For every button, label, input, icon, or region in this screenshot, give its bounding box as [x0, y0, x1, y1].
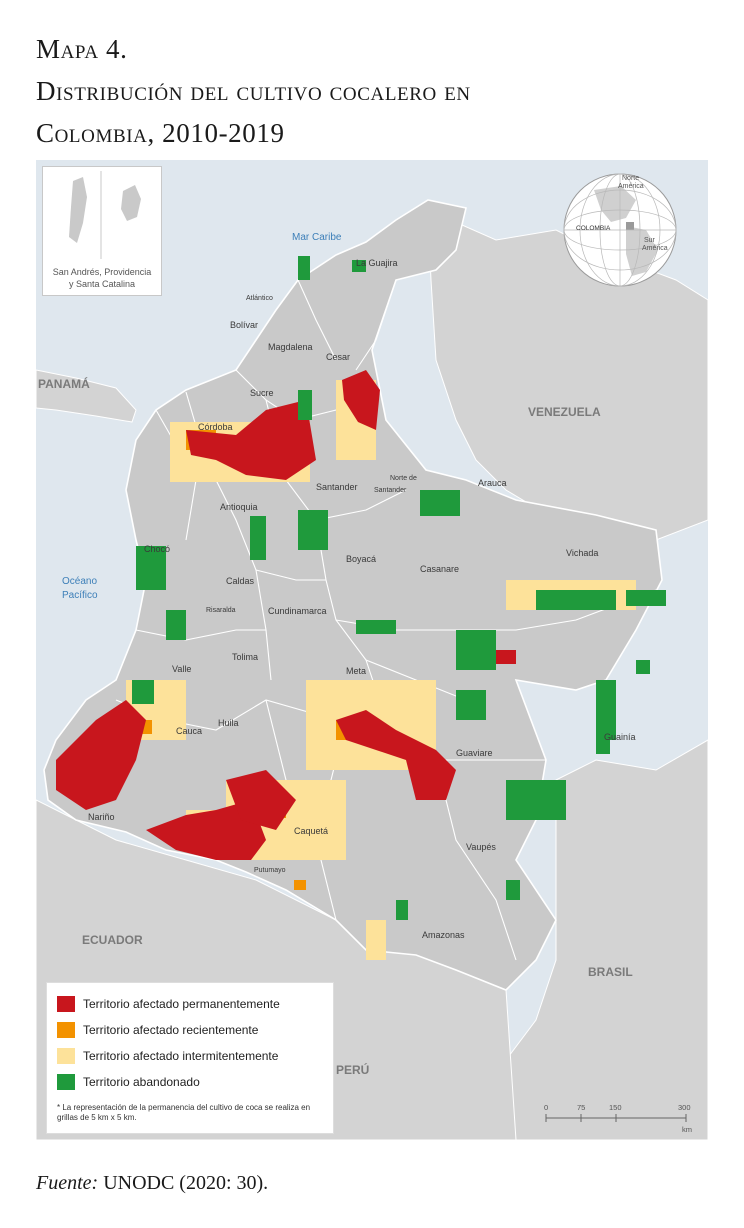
san-andres-inset: San Andrés, Providencia y Santa Catalina — [42, 166, 162, 296]
dept-label: Vaupés — [466, 842, 496, 852]
scale-tick: 75 — [577, 1103, 585, 1112]
sea-label-caribe: Mar Caribe — [292, 232, 342, 243]
country-label-brasil: BRASIL — [588, 965, 633, 979]
dept-label: Cundinamarca — [268, 606, 327, 616]
sea-label-pacifico: Pacífico — [62, 590, 98, 601]
legend-label: Territorio afectado recientemente — [83, 1023, 259, 1037]
dept-label: Atlántico — [246, 295, 273, 302]
dept-label: La Guajira — [356, 258, 398, 268]
dept-label: Valle — [172, 664, 191, 674]
dept-label: Caldas — [226, 576, 255, 586]
dept-label: Caquetá — [294, 826, 328, 836]
dept-label: Santander — [316, 482, 358, 492]
map-title: Mapa 4. Distribución del cultivo cocaler… — [36, 28, 716, 154]
legend-note: * La representación de la permanencia de… — [57, 1103, 311, 1122]
dept-label: Cauca — [176, 726, 202, 736]
source-label: Fuente: — [36, 1172, 99, 1194]
dept-label: Tolima — [232, 652, 258, 662]
legend-label: Territorio afectado permanentemente — [83, 997, 280, 1011]
dept-label: Chocó — [144, 544, 170, 554]
globe-label: América — [642, 245, 668, 252]
globe-label: Norte — [622, 175, 639, 182]
title-line-2: Distribución del cultivo cocalero en — [36, 76, 471, 106]
scale-bar: 0 75 150 300 km — [544, 1100, 694, 1134]
dept-label: Guaviare — [456, 748, 493, 758]
dept-label: Huila — [218, 718, 239, 728]
globe-label: COLOMBIA — [576, 225, 611, 232]
dept-label: Córdoba — [198, 422, 233, 432]
dept-label: Nariño — [88, 812, 115, 822]
legend-swatch — [57, 1048, 75, 1064]
scale-tick: 300 — [678, 1103, 691, 1112]
legend-item-permanent: Territorio afectado permanentemente — [57, 995, 280, 1013]
dept-label: Meta — [346, 666, 366, 676]
dept-label: Amazonas — [422, 930, 465, 940]
panama-shape — [36, 369, 137, 423]
dept-label: Risaralda — [206, 607, 236, 614]
country-label-ecuador: ECUADOR — [82, 933, 143, 947]
dept-label: Arauca — [478, 478, 507, 488]
legend-swatch — [57, 1074, 75, 1090]
legend-swatch — [57, 1022, 75, 1038]
dept-label: Vichada — [566, 548, 598, 558]
dept-label: Antioquia — [220, 502, 258, 512]
country-label-venezuela: VENEZUELA — [528, 405, 601, 419]
inset-label: San Andrés, Providencia y Santa Catalina — [52, 267, 152, 289]
inset-islands — [69, 171, 141, 259]
legend-item-abandoned: Territorio abandonado — [57, 1073, 200, 1091]
dept-label: Bolívar — [230, 320, 258, 330]
globe-locator: Norte América COLOMBIA Sur América — [563, 173, 677, 287]
dept-label: Guainía — [604, 732, 636, 742]
dept-label: Sucre — [250, 388, 274, 398]
scale-tick: 150 — [609, 1103, 622, 1112]
legend-swatch — [57, 996, 75, 1012]
globe-label: Sur — [644, 237, 656, 244]
legend-item-recent: Territorio afectado recientemente — [57, 1021, 258, 1039]
coca-cluster-abandoned — [132, 256, 666, 920]
dept-label: Casanare — [420, 564, 459, 574]
dept-label: Putumayo — [254, 867, 286, 874]
colombia-map: Mar Caribe Océano Pacífico PANAMÁ VENEZU… — [36, 160, 708, 1140]
globe-label: América — [618, 183, 644, 190]
department-labels: La Guajira Atlántico Bolívar Magdalena C… — [88, 258, 636, 940]
scale-unit: km — [682, 1125, 692, 1134]
brasil-shape — [495, 739, 708, 1140]
sea-label-oceano: Océano — [62, 576, 97, 587]
map-legend: Territorio afectado permanentemente Terr… — [46, 982, 334, 1134]
scale-bar-graphic: 0 75 150 300 km — [544, 1103, 692, 1134]
legend-label: Territorio abandonado — [83, 1075, 200, 1089]
legend-label: Territorio afectado intermitentemente — [83, 1049, 279, 1063]
country-label-panama: PANAMÁ — [38, 376, 90, 391]
dept-label: Boyacá — [346, 554, 376, 564]
scale-tick: 0 — [544, 1103, 548, 1112]
country-label-peru: PERÚ — [336, 1062, 369, 1077]
title-line-3: Colombia, 2010-2019 — [36, 118, 285, 148]
dept-label: Norte de — [390, 475, 417, 482]
dept-label: Magdalena — [268, 342, 313, 352]
source-caption: Fuente: UNODC (2020: 30). — [36, 1172, 268, 1195]
source-text: UNODC (2020: 30). — [98, 1172, 269, 1194]
dept-label: Santander — [374, 487, 407, 494]
coca-cluster-permanent — [56, 370, 516, 860]
title-line-1: Mapa 4. — [36, 34, 128, 64]
legend-item-intermittent: Territorio afectado intermitentemente — [57, 1047, 278, 1065]
dept-label: Cesar — [326, 352, 350, 362]
